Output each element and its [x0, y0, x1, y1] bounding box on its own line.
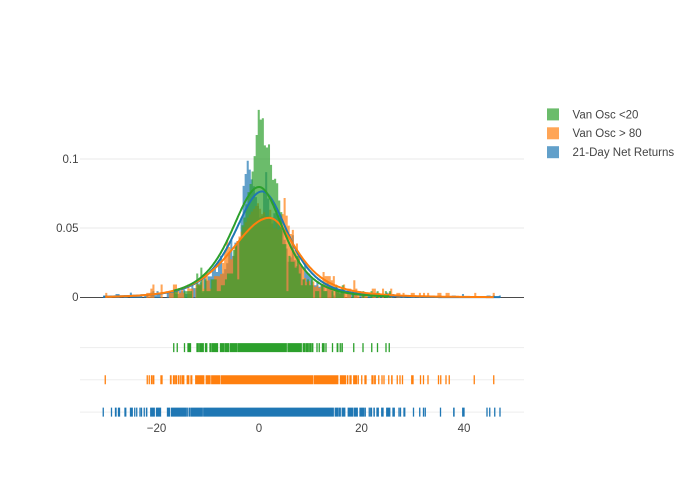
svg-text:0.1: 0.1: [63, 154, 79, 166]
svg-text:0.05: 0.05: [56, 223, 78, 235]
svg-text:40: 40: [458, 423, 471, 435]
svg-text:−20: −20: [147, 423, 167, 435]
svg-text:21-Day Net Returns: 21-Day Net Returns: [573, 147, 675, 159]
svg-text:0: 0: [72, 292, 78, 304]
svg-text:0: 0: [256, 423, 262, 435]
svg-text:20: 20: [355, 423, 368, 435]
svg-text:Van Osc <20: Van Osc <20: [573, 109, 639, 121]
svg-text:Van Osc > 80: Van Osc > 80: [573, 128, 642, 140]
